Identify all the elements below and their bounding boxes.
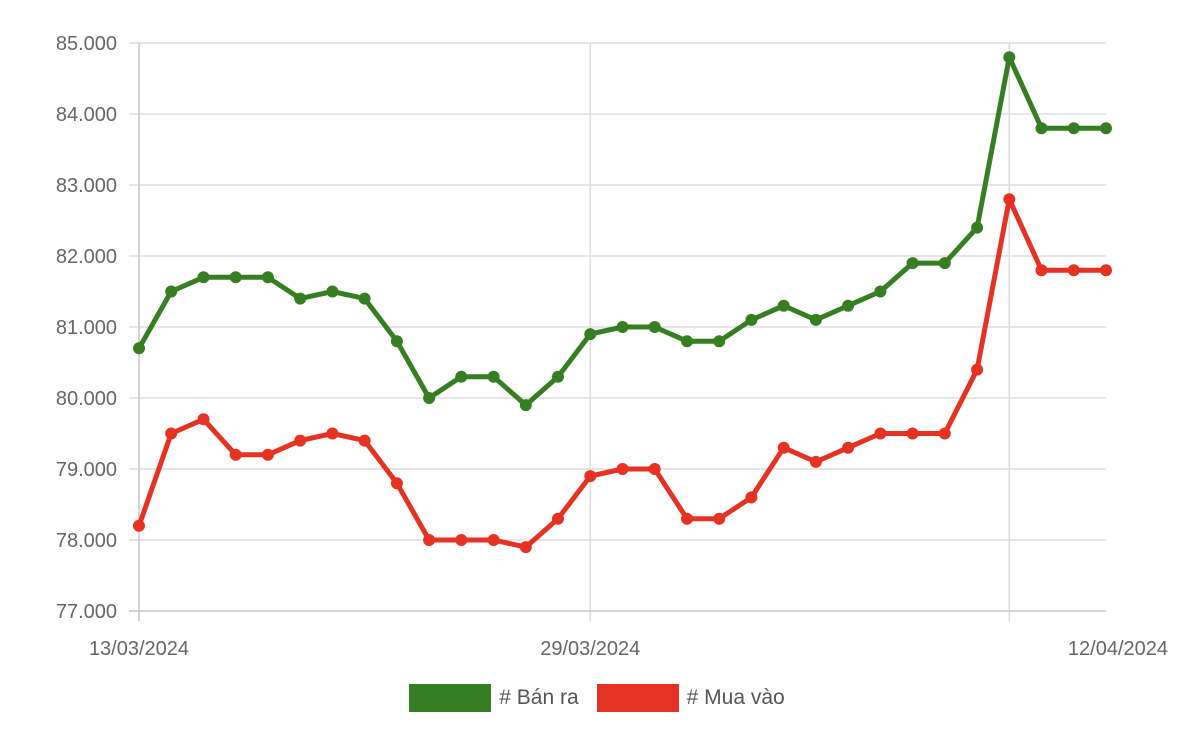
y-tick-label: 80.000 <box>56 388 117 410</box>
data-point-series-1[interactable] <box>1003 193 1016 206</box>
data-point-series-1[interactable] <box>777 441 790 454</box>
data-point-series-1[interactable] <box>358 434 371 447</box>
data-point-series-0[interactable] <box>1067 122 1080 135</box>
legend: # Bán ra # Mua vào <box>0 684 1194 712</box>
legend-item-mua-vao[interactable]: # Mua vào <box>596 684 785 712</box>
data-point-series-0[interactable] <box>487 370 500 383</box>
data-point-series-1[interactable] <box>648 463 661 475</box>
data-point-series-0[interactable] <box>809 313 822 326</box>
data-point-series-0[interactable] <box>906 257 919 270</box>
data-point-series-1[interactable] <box>197 413 210 426</box>
data-point-series-0[interactable] <box>713 335 726 348</box>
y-tick-label: 81.000 <box>56 317 117 339</box>
data-point-series-1[interactable] <box>261 448 274 461</box>
data-point-series-1[interactable] <box>133 519 145 532</box>
data-point-series-0[interactable] <box>261 271 274 284</box>
series-line-1 <box>136 196 1109 550</box>
data-point-series-1[interactable] <box>681 512 693 525</box>
data-point-series-0[interactable] <box>681 335 693 348</box>
data-point-series-1[interactable] <box>229 448 242 461</box>
data-point-series-1[interactable] <box>165 427 178 440</box>
data-point-series-0[interactable] <box>1100 122 1112 135</box>
data-point-series-1[interactable] <box>842 441 855 454</box>
legend-swatch-mua-vao <box>596 684 679 712</box>
data-point-series-0[interactable] <box>358 292 371 305</box>
data-point-series-1[interactable] <box>713 512 726 525</box>
data-point-series-0[interactable] <box>294 292 307 305</box>
data-point-series-0[interactable] <box>519 399 532 412</box>
legend-item-ban-ra[interactable]: # Bán ra <box>409 684 579 712</box>
x-tick-label: 12/04/2024 <box>1068 638 1168 660</box>
x-tick-label: 29/03/2024 <box>540 638 640 660</box>
legend-label-ban-ra: # Bán ra <box>499 686 579 709</box>
y-tick-label: 82.000 <box>56 246 117 268</box>
data-point-series-1[interactable] <box>423 534 436 546</box>
y-tick-label: 84.000 <box>56 104 117 126</box>
y-tick-label: 83.000 <box>56 175 117 197</box>
data-point-series-0[interactable] <box>745 313 758 326</box>
data-point-series-0[interactable] <box>390 335 403 348</box>
data-point-series-0[interactable] <box>938 257 951 270</box>
data-point-series-0[interactable] <box>326 285 339 298</box>
data-point-series-1[interactable] <box>294 434 307 447</box>
data-point-series-0[interactable] <box>423 392 436 404</box>
data-point-series-1[interactable] <box>809 455 822 468</box>
data-point-series-1[interactable] <box>906 427 919 440</box>
data-point-series-1[interactable] <box>455 534 468 546</box>
data-point-series-0[interactable] <box>777 299 790 312</box>
data-point-series-1[interactable] <box>552 512 564 525</box>
data-point-series-0[interactable] <box>165 285 178 298</box>
data-point-series-1[interactable] <box>584 470 597 483</box>
x-tick-label: 13/03/2024 <box>89 638 189 660</box>
data-point-series-1[interactable] <box>938 427 951 440</box>
y-tick-label: 85.000 <box>56 33 117 55</box>
axes: 85.000 84.000 83.000 82.000 81.000 80.000 79.0… <box>56 33 1168 660</box>
data-point-series-0[interactable] <box>616 321 629 333</box>
data-point-series-1[interactable] <box>487 534 500 546</box>
data-point-series-0[interactable] <box>197 271 210 284</box>
data-point-series-1[interactable] <box>971 363 984 376</box>
grid-lines <box>129 42 1106 621</box>
data-point-series-1[interactable] <box>745 491 758 504</box>
data-point-series-1[interactable] <box>1067 264 1080 277</box>
legend-label-mua-vao: # Mua vào <box>686 686 785 709</box>
data-point-series-0[interactable] <box>584 328 597 341</box>
data-point-series-0[interactable] <box>874 285 887 298</box>
y-tick-label: 79.000 <box>56 459 117 481</box>
data-point-series-1[interactable] <box>1035 264 1048 277</box>
legend-swatch-ban-ra <box>409 684 492 712</box>
data-points <box>133 51 1112 554</box>
data-point-series-1[interactable] <box>1100 264 1112 277</box>
data-point-series-0[interactable] <box>1035 122 1048 135</box>
data-point-series-1[interactable] <box>616 463 629 475</box>
data-point-series-0[interactable] <box>1003 51 1016 64</box>
data-point-series-0[interactable] <box>455 370 468 383</box>
series-line-0 <box>136 54 1109 408</box>
data-point-series-1[interactable] <box>390 477 403 490</box>
data-point-series-1[interactable] <box>326 427 339 440</box>
data-point-series-0[interactable] <box>229 271 242 284</box>
data-point-series-0[interactable] <box>842 299 855 312</box>
y-tick-label: 77.000 <box>56 601 117 623</box>
data-point-series-0[interactable] <box>552 370 564 383</box>
data-point-series-0[interactable] <box>648 321 661 333</box>
y-tick-label: 78.000 <box>56 530 117 552</box>
data-point-series-0[interactable] <box>133 342 145 355</box>
data-point-series-1[interactable] <box>519 541 532 554</box>
data-point-series-0[interactable] <box>971 221 984 234</box>
data-point-series-1[interactable] <box>874 427 887 440</box>
